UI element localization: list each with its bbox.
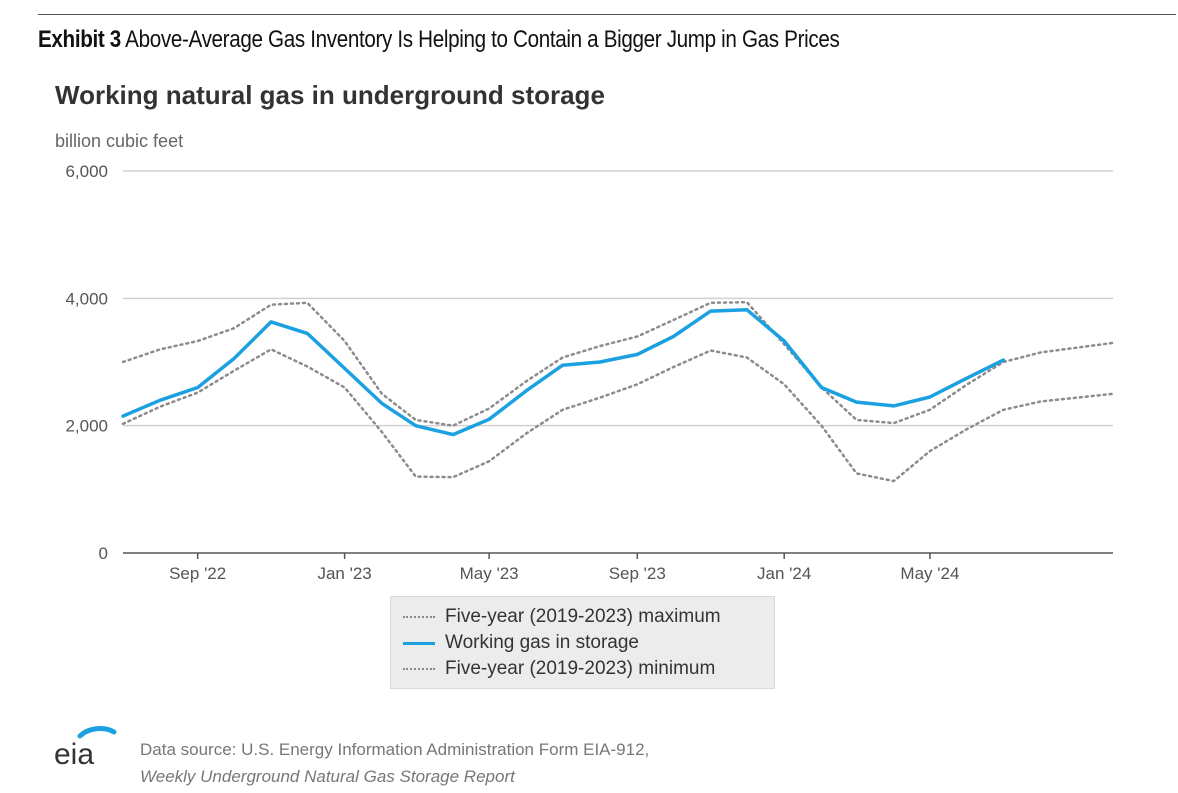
eia-logo-text: eia bbox=[54, 738, 94, 771]
exhibit-heading: Exhibit 3 Above-Average Gas Inventory Is… bbox=[38, 26, 840, 54]
x-tick-label: Sep '23 bbox=[609, 564, 666, 583]
five-year-maximum-line bbox=[121, 300, 1115, 427]
legend-swatch-working-gas bbox=[403, 641, 435, 645]
y-tick-label: 4,000 bbox=[65, 289, 108, 308]
source-line-1: Data source: U.S. Energy Information Adm… bbox=[140, 740, 650, 759]
legend-item-minimum: Five-year (2019-2023) minimum bbox=[403, 656, 774, 682]
data-source-note: Data source: U.S. Energy Information Adm… bbox=[140, 736, 649, 790]
legend-swatch-minimum bbox=[403, 668, 435, 670]
y-axis-unit-label: billion cubic feet bbox=[55, 131, 184, 151]
five-year-minimum-line bbox=[121, 348, 1115, 483]
x-tick-label: Jan '23 bbox=[317, 564, 371, 583]
legend-label-minimum: Five-year (2019-2023) minimum bbox=[445, 658, 716, 679]
working-gas-line bbox=[121, 308, 1006, 437]
x-tick-label: Jan '24 bbox=[757, 564, 811, 583]
y-tick-label: 2,000 bbox=[65, 417, 108, 436]
y-tick-label: 0 bbox=[99, 544, 108, 563]
eia-logo: eia bbox=[54, 726, 117, 771]
exhibit-label: Exhibit 3 bbox=[38, 26, 121, 53]
y-tick-label: 6,000 bbox=[65, 162, 108, 181]
source-line-2: Weekly Underground Natural Gas Storage R… bbox=[140, 767, 515, 786]
exhibit-title: Above-Average Gas Inventory Is Helping t… bbox=[125, 26, 840, 53]
line-chart: 0 2,000 4,000 6,000 Sep '22 Jan '23 May '23 Sep… bbox=[65, 162, 1115, 583]
chart-title: Working natural gas in underground stora… bbox=[55, 80, 605, 110]
legend-swatch-maximum bbox=[403, 616, 435, 618]
x-tick-label: May '23 bbox=[460, 564, 519, 583]
legend-item-working-gas: Working gas in storage bbox=[403, 630, 774, 656]
x-tick-label: May '24 bbox=[900, 564, 959, 583]
legend-label-working-gas: Working gas in storage bbox=[445, 632, 639, 653]
legend-item-maximum: Five-year (2019-2023) maximum bbox=[403, 604, 774, 630]
x-tick-label: Sep '22 bbox=[169, 564, 226, 583]
top-rule bbox=[38, 14, 1176, 15]
legend-label-maximum: Five-year (2019-2023) maximum bbox=[445, 606, 721, 627]
chart-legend: Five-year (2019-2023) maximum Working ga… bbox=[390, 596, 775, 689]
eia-logo-swoosh bbox=[77, 726, 117, 739]
